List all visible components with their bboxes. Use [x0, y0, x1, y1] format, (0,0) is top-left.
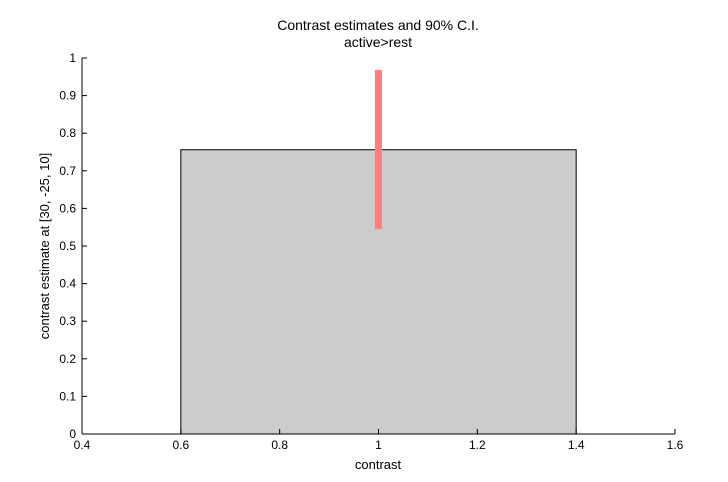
chart-subtitle: active>rest: [344, 34, 412, 50]
x-tick-label-0: 0.4: [74, 438, 91, 452]
chart-title: Contrast estimates and 90% C.I.: [277, 17, 479, 33]
y-tick-label-5: 0.5: [59, 239, 76, 253]
x-tick-label-5: 1.4: [568, 438, 585, 452]
x-tick-label-3: 1: [375, 438, 382, 452]
x-axis-label: contrast: [355, 457, 402, 472]
y-axis-label: contrast estimate at [30, -25, 10]: [37, 153, 52, 339]
x-tick-label-1: 0.6: [172, 438, 189, 452]
plot-area: [180, 70, 577, 435]
x-tick-label-2: 0.8: [271, 438, 288, 452]
x-tick-label-6: 1.6: [667, 438, 684, 452]
y-tick-label-7: 0.7: [59, 164, 76, 178]
y-tick-label-6: 0.6: [59, 201, 76, 215]
axes: 0.4 0.6 0.8 1 1.2 1.4 1.6 0 0.1 0.2 0.3 0.4 0.5 0.6 0.…: [59, 51, 683, 452]
y-tick-label-1: 0.1: [59, 389, 76, 403]
y-tick-label-2: 0.2: [59, 352, 76, 366]
y-tick-label-9: 0.9: [59, 89, 76, 103]
y-tick-label-8: 0.8: [59, 126, 76, 140]
y-tick-label-3: 0.3: [59, 314, 76, 328]
y-tick-label-10: 1: [69, 51, 76, 65]
y-tick-label-0: 0: [69, 427, 76, 441]
x-tick-label-4: 1.2: [469, 438, 486, 452]
y-tick-label-4: 0.4: [59, 277, 76, 291]
